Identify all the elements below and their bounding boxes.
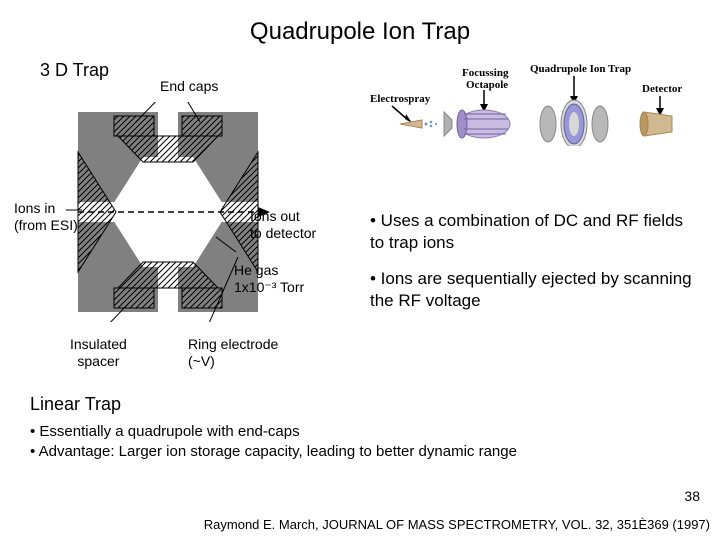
octapole-text-l2: Octapole [466, 79, 508, 91]
bullet-right-1: • Uses a combination of DC and RF fields… [370, 210, 700, 254]
page-number: 38 [684, 488, 700, 504]
slide-title: Quadrupole Ion Trap [0, 0, 720, 46]
linear-trap-heading: Linear Trap [30, 394, 121, 415]
ring-line2: (~V) [188, 353, 215, 369]
insulated-spacer-label: Insulated spacer [70, 336, 127, 370]
ions-out-line1: Ions out [250, 208, 300, 224]
ions-in-line1: Ions in [14, 200, 55, 216]
bullet-list-bottom: • Essentially a quadrupole with end-caps… [30, 422, 517, 461]
bullet-bottom-2: • Advantage: Larger ion storage capacity… [30, 442, 517, 462]
ions-out-label: Ions out to detector [250, 208, 316, 242]
he-gas-line1: He gas [234, 262, 278, 278]
ring-electrode-label: Ring electrode (~V) [188, 336, 278, 370]
octapole-text-l1: Focussing [462, 67, 509, 79]
ring-line1: Ring electrode [188, 336, 278, 352]
he-gas-label: He gas 1x10⁻³ Torr [234, 262, 304, 296]
bullet-right-2: • Ions are sequentially ejected by scann… [370, 268, 700, 312]
he-gas-line2: 1x10⁻³ Torr [234, 279, 304, 295]
detector-text: Detector [642, 83, 682, 95]
trap-text: Quadrupole Ion Trap [530, 63, 631, 75]
ions-out-line2: to detector [250, 225, 316, 241]
bullet-bottom-1: • Essentially a quadrupole with end-caps [30, 422, 517, 442]
instrument-schematic: Electrospray Focussing Octapole Quadrupo… [352, 56, 692, 146]
subtitle-3d-trap: 3 D Trap [40, 60, 109, 81]
electrospray-text: Electrospray [370, 93, 431, 105]
bullet-list-right: • Uses a combination of DC and RF fields… [370, 210, 700, 326]
ions-in-label: Ions in (from ESI) [14, 200, 78, 234]
endcaps-label: End caps [160, 78, 218, 94]
ions-in-line2: (from ESI) [14, 217, 78, 233]
insulated-line2: spacer [77, 353, 119, 369]
citation: Raymond E. March, JOURNAL OF MASS SPECTR… [204, 517, 710, 532]
insulated-line1: Insulated [70, 336, 127, 352]
